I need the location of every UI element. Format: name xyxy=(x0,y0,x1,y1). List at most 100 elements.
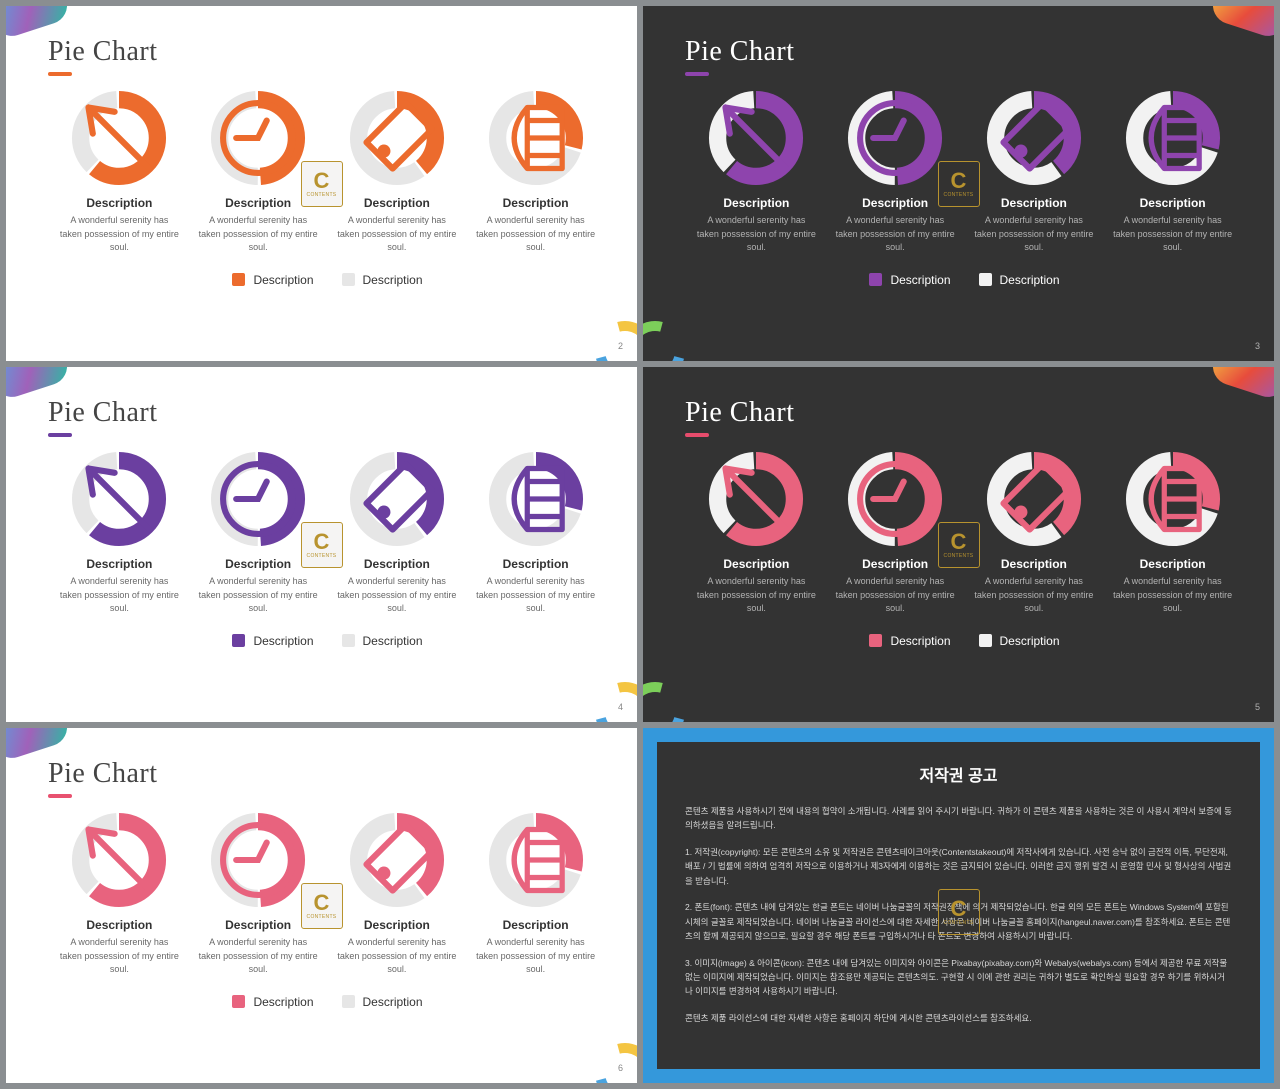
legend-item: Description xyxy=(342,273,423,287)
watermark-letter: C xyxy=(951,531,967,553)
watermark-text: CONTENTS xyxy=(944,553,974,559)
copyright-heading: 저작권 공고 xyxy=(685,762,1232,786)
column-title: Description xyxy=(364,918,430,932)
donut-chart xyxy=(71,812,167,908)
slide-title: Pie Chart xyxy=(685,36,1244,68)
column-title: Description xyxy=(862,557,928,571)
column-title: Description xyxy=(862,196,928,210)
column-description: A wonderful serenity has taken possessio… xyxy=(59,214,179,255)
column-description: A wonderful serenity has taken possessio… xyxy=(337,214,457,255)
clock-icon xyxy=(847,451,943,547)
slide: Pie Chart Description A wonderful sereni… xyxy=(643,367,1274,722)
legend-swatch xyxy=(869,273,882,286)
column-description: A wonderful serenity has taken possessio… xyxy=(476,575,596,616)
donut-chart xyxy=(210,451,306,547)
column-description: A wonderful serenity has taken possessio… xyxy=(696,575,816,616)
legend: Description Description xyxy=(48,273,607,287)
arrow-icon xyxy=(71,90,167,186)
decorative-ribbon xyxy=(584,671,637,722)
slide: Pie Chart Description A wonderful sereni… xyxy=(643,6,1274,361)
donut-chart xyxy=(847,90,943,186)
page-number: 6 xyxy=(618,1063,623,1073)
pie-column: Description A wonderful serenity has tak… xyxy=(332,90,463,255)
watermark: C CONTENTS xyxy=(938,889,980,935)
legend-swatch xyxy=(342,634,355,647)
pie-column: Description A wonderful serenity has tak… xyxy=(1107,451,1238,616)
legend-item: Description xyxy=(232,273,313,287)
legend: Description Description xyxy=(685,273,1244,287)
column-description: A wonderful serenity has taken possessio… xyxy=(1113,214,1233,255)
store-icon xyxy=(488,90,584,186)
slide-title: Pie Chart xyxy=(48,36,607,68)
legend-label: Description xyxy=(890,634,950,648)
donut-chart xyxy=(488,451,584,547)
donut-chart xyxy=(210,90,306,186)
legend-label: Description xyxy=(1000,273,1060,287)
page-number: 3 xyxy=(1255,341,1260,351)
column-title: Description xyxy=(1140,196,1206,210)
pie-column: Description A wonderful serenity has tak… xyxy=(969,90,1100,255)
tag-icon xyxy=(986,90,1082,186)
column-description: A wonderful serenity has taken possessio… xyxy=(476,936,596,977)
arrow-icon xyxy=(708,451,804,547)
column-title: Description xyxy=(503,196,569,210)
column-title: Description xyxy=(225,918,291,932)
slide-title: Pie Chart xyxy=(48,397,607,429)
decorative-ribbon xyxy=(584,1032,637,1083)
column-description: A wonderful serenity has taken possessio… xyxy=(337,936,457,977)
donut-chart xyxy=(1125,90,1221,186)
column-description: A wonderful serenity has taken possessio… xyxy=(476,214,596,255)
column-title: Description xyxy=(364,196,430,210)
legend-item: Description xyxy=(232,634,313,648)
donut-chart xyxy=(708,90,804,186)
legend: Description Description xyxy=(685,634,1244,648)
legend-swatch xyxy=(232,273,245,286)
column-title: Description xyxy=(723,196,789,210)
column-description: A wonderful serenity has taken possessio… xyxy=(59,936,179,977)
donut-chart xyxy=(986,90,1082,186)
slide: Pie Chart Description A wonderful sereni… xyxy=(6,367,637,722)
watermark-letter: C xyxy=(314,170,330,192)
legend-swatch xyxy=(869,634,882,647)
column-description: A wonderful serenity has taken possessio… xyxy=(198,936,318,977)
page-number: 4 xyxy=(618,702,623,712)
store-icon xyxy=(1125,90,1221,186)
column-title: Description xyxy=(1140,557,1206,571)
accent-bar xyxy=(685,72,709,76)
legend-item: Description xyxy=(979,634,1060,648)
slide: Pie Chart Description A wonderful sereni… xyxy=(6,728,637,1083)
column-title: Description xyxy=(225,196,291,210)
column-title: Description xyxy=(86,918,152,932)
donut-chart xyxy=(349,90,445,186)
donut-chart xyxy=(349,451,445,547)
slide-title: Pie Chart xyxy=(685,397,1244,429)
tag-icon xyxy=(349,451,445,547)
pie-column: Description A wonderful serenity has tak… xyxy=(332,812,463,977)
pie-column: Description A wonderful serenity has tak… xyxy=(470,451,601,616)
column-description: A wonderful serenity has taken possessio… xyxy=(696,214,816,255)
donut-chart xyxy=(210,812,306,908)
column-description: A wonderful serenity has taken possessio… xyxy=(1113,575,1233,616)
legend-label: Description xyxy=(253,995,313,1009)
legend-swatch xyxy=(232,995,245,1008)
pie-column: Description A wonderful serenity has tak… xyxy=(470,90,601,255)
arrow-icon xyxy=(71,451,167,547)
column-description: A wonderful serenity has taken possessio… xyxy=(337,575,457,616)
legend-item: Description xyxy=(342,995,423,1009)
watermark-text: CONTENTS xyxy=(307,553,337,559)
watermark-letter: C xyxy=(314,892,330,914)
watermark-letter: C xyxy=(951,898,967,920)
legend-swatch xyxy=(232,634,245,647)
donut-chart xyxy=(71,451,167,547)
decorative-ribbon xyxy=(584,310,637,361)
watermark-text: CONTENTS xyxy=(307,914,337,920)
page-number: 2 xyxy=(618,341,623,351)
pie-column: Description A wonderful serenity has tak… xyxy=(691,90,822,255)
pie-column: Description A wonderful serenity has tak… xyxy=(1107,90,1238,255)
tag-icon xyxy=(349,812,445,908)
donut-chart xyxy=(488,90,584,186)
legend-label: Description xyxy=(363,995,423,1009)
page-number: 5 xyxy=(1255,702,1260,712)
pie-column: Description A wonderful serenity has tak… xyxy=(969,451,1100,616)
watermark: C CONTENTS xyxy=(301,161,343,207)
